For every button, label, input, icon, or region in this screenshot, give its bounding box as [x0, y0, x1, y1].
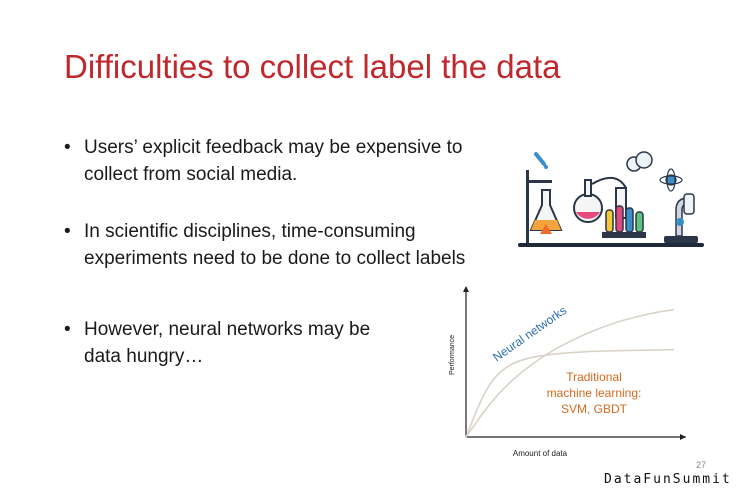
neural-networks-curve: [465, 308, 675, 438]
series-label-neural-networks: Neural networks: [490, 303, 569, 364]
bullet-line: However, neural networks may be: [84, 319, 371, 340]
bullet-line: In scientific disciplines, time-consumin…: [84, 221, 416, 242]
series-label-line: Traditional: [566, 370, 622, 384]
page-number: 27: [696, 460, 707, 470]
bullet-dot: •: [64, 319, 71, 340]
bullet-text: Users’ explicit feedback may be expensiv…: [84, 134, 524, 188]
y-axis-label: Performance: [449, 335, 456, 375]
series-label-traditional-ml: Traditional machine learning: SVM, GBDT: [547, 370, 642, 416]
bullet-line: Users’ explicit feedback may be expensiv…: [84, 137, 463, 158]
series-label-line: machine learning:: [547, 386, 642, 400]
laboratory-equipment-icon: [518, 151, 704, 247]
bullet-text: However, neural networks may be data hun…: [84, 316, 424, 370]
bullet-dot: •: [64, 137, 71, 158]
bullet-line: experiments need to be done to collect l…: [84, 248, 466, 269]
x-axis-label: Amount of data: [513, 449, 568, 458]
brand-logo-text: DataFunSummit: [604, 472, 732, 487]
bullet-line: collect from social media.: [84, 164, 298, 185]
traditional-ml-curve: [465, 348, 675, 438]
bullet-dot: •: [64, 221, 71, 242]
y-axis-arrow: [463, 286, 469, 292]
chart-series: [465, 308, 675, 438]
x-axis-arrow: [680, 434, 686, 440]
series-label-line: SVM, GBDT: [561, 402, 628, 416]
performance-chart: Amount of data Performance Neural networ…: [449, 286, 686, 458]
slide-title: Difficulties to collect label the data: [64, 48, 561, 85]
chart-axes: [463, 286, 686, 440]
bullet-text: In scientific disciplines, time-consumin…: [84, 218, 524, 272]
bullet-line: data hungry…: [84, 346, 204, 367]
